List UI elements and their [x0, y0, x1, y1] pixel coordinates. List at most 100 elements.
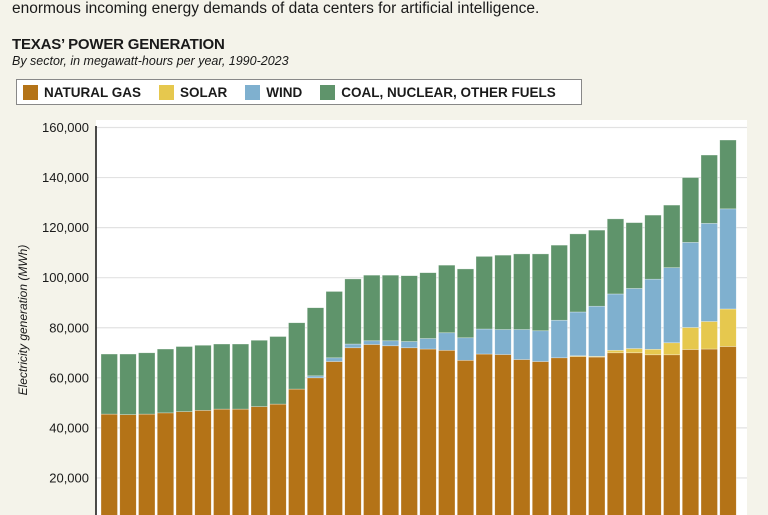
legend-item-solar: SOLAR — [159, 84, 227, 100]
bar-segment-wind — [550, 319, 568, 359]
legend-swatch — [159, 84, 174, 100]
bar-segment-coal-nuclear-other-fuels — [588, 229, 606, 307]
bar-segment-natural-gas — [250, 406, 268, 515]
bar-segment-wind — [513, 329, 531, 360]
bar-1999 — [269, 336, 287, 515]
chart-title: TEXAS’ POWER GENERATION — [12, 36, 225, 53]
bar-segment-wind — [625, 288, 643, 349]
bar-segment-wind — [456, 337, 475, 361]
intro-text: enormous incoming energy demands of data… — [12, 0, 540, 17]
bar-segment-natural-gas — [194, 410, 212, 515]
legend: NATURAL GAS SOLAR WIND COAL, NUCLEAR, OT… — [16, 79, 582, 105]
bar-segment-wind — [644, 278, 662, 350]
bar-segment-natural-gas — [288, 388, 306, 515]
bar-2022 — [700, 154, 718, 515]
bar-segment-natural-gas — [663, 354, 681, 515]
bar-segment-natural-gas — [719, 346, 737, 515]
bar-segment-wind — [569, 311, 587, 357]
bar-segment-natural-gas — [381, 345, 400, 515]
bar-segment-coal-nuclear-other-fuels — [663, 204, 681, 268]
bar-segment-wind — [719, 208, 737, 310]
bar-1993 — [156, 348, 175, 515]
bar-segment-natural-gas — [400, 347, 418, 515]
bar-segment-coal-nuclear-other-fuels — [513, 253, 531, 330]
bar-segment-natural-gas — [119, 414, 137, 515]
bar-segment-wind — [381, 340, 400, 347]
legend-label: NATURAL GAS — [44, 84, 141, 100]
bar-segment-coal-nuclear-other-fuels — [175, 346, 193, 412]
bar-2014 — [550, 244, 568, 515]
bar-2008 — [438, 264, 456, 515]
bar-segment-natural-gas — [456, 359, 475, 515]
bar-segment-wind — [475, 328, 493, 355]
bar-segment-solar — [700, 321, 718, 350]
y-tick-label: 140,000 — [42, 170, 89, 185]
bar-segment-natural-gas — [494, 354, 512, 515]
bar-segment-wind — [419, 338, 437, 350]
bar-2019 — [644, 214, 662, 515]
bar-segment-coal-nuclear-other-fuels — [569, 233, 587, 313]
bar-segment-coal-nuclear-other-fuels — [100, 353, 118, 415]
bar-segment-coal-nuclear-other-fuels — [550, 244, 568, 321]
bar-segment-wind — [363, 340, 381, 345]
bar-segment-coal-nuclear-other-fuels — [363, 274, 381, 342]
bar-segment-wind — [400, 341, 418, 349]
bar-segment-coal-nuclear-other-fuels — [438, 264, 456, 334]
bar-segment-natural-gas — [644, 354, 662, 515]
bar-segment-natural-gas — [419, 348, 437, 515]
bar-segment-coal-nuclear-other-fuels — [269, 336, 287, 405]
bar-segment-wind — [606, 293, 625, 351]
bar-segment-natural-gas — [475, 353, 493, 515]
bar-segment-coal-nuclear-other-fuels — [156, 348, 175, 414]
y-tick-label: 120,000 — [42, 220, 89, 235]
y-tick-label: 60,000 — [49, 370, 89, 385]
bar-segment-coal-nuclear-other-fuels — [606, 218, 625, 295]
bar-segment-natural-gas — [569, 356, 587, 515]
bar-segment-coal-nuclear-other-fuels — [475, 256, 493, 330]
bar-segment-natural-gas — [438, 349, 456, 515]
bar-segment-natural-gas — [363, 344, 381, 515]
bar-segment-coal-nuclear-other-fuels — [306, 307, 325, 377]
bar-2015 — [569, 233, 587, 515]
bar-2018 — [625, 222, 643, 515]
bar-2007 — [419, 272, 437, 515]
bar-2004 — [363, 274, 381, 515]
bar-1992 — [138, 352, 156, 515]
bar-segment-solar — [644, 348, 662, 356]
legend-item-natural-gas: NATURAL GAS — [23, 84, 141, 100]
bar-2017 — [606, 218, 625, 515]
bar-segment-coal-nuclear-other-fuels — [381, 274, 400, 342]
bar-2020 — [663, 204, 681, 515]
bar-segment-coal-nuclear-other-fuels — [213, 343, 231, 410]
bar-segment-wind — [681, 242, 700, 328]
bar-segment-natural-gas — [306, 377, 325, 515]
bar-2013 — [531, 253, 550, 515]
bar-segment-coal-nuclear-other-fuels — [531, 253, 550, 332]
legend-swatch — [23, 84, 38, 100]
bar-segment-natural-gas — [606, 352, 625, 515]
bar-segment-natural-gas — [550, 357, 568, 515]
bar-segment-coal-nuclear-other-fuels — [119, 353, 137, 415]
bar-2011 — [494, 254, 512, 515]
bar-2023 — [719, 139, 737, 515]
bar-segment-natural-gas — [325, 361, 343, 515]
bar-segment-solar — [719, 308, 737, 347]
bar-2009 — [456, 268, 475, 515]
bar-2021 — [681, 177, 700, 515]
y-axis-label: Electricity generation (MWh) — [16, 245, 30, 396]
bar-segment-wind — [663, 267, 681, 344]
bar-segment-coal-nuclear-other-fuels — [288, 322, 306, 390]
legend-label: COAL, NUCLEAR, OTHER FUELS — [341, 84, 556, 100]
bar-segment-wind — [588, 305, 606, 357]
y-tick-label: 160,000 — [42, 120, 89, 135]
bar-segment-coal-nuclear-other-fuels — [625, 222, 643, 289]
bar-segment-natural-gas — [138, 413, 156, 515]
bar-1994 — [175, 346, 193, 515]
bar-segment-natural-gas — [513, 359, 531, 515]
bar-segment-natural-gas — [156, 412, 175, 515]
bar-segment-natural-gas — [700, 348, 718, 515]
bar-2000 — [288, 322, 306, 515]
bar-2001 — [306, 307, 325, 515]
bar-segment-coal-nuclear-other-fuels — [681, 177, 700, 243]
